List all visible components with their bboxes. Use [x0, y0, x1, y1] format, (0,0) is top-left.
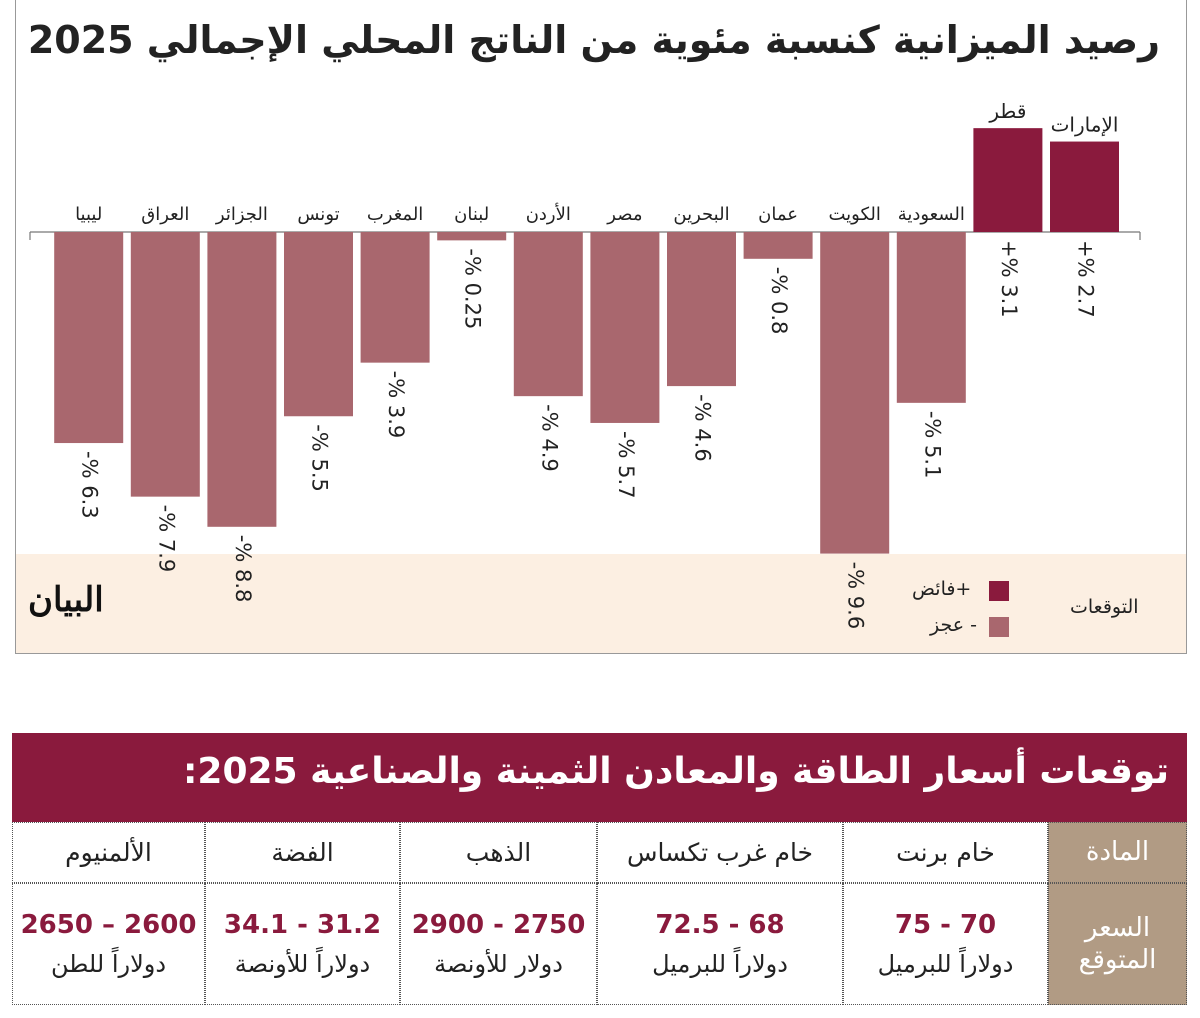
legend-swatch-deficit	[989, 617, 1009, 637]
price-cell: 34.1 - 31.2 دولاراً للأونصة	[205, 883, 400, 1005]
legend-label-surplus: +فائض	[912, 578, 972, 600]
bar-2	[896, 232, 966, 403]
bar-6	[590, 232, 660, 423]
column-header: الذهب	[400, 822, 597, 883]
value-label: -% 5.5	[308, 424, 332, 492]
chart-panel	[15, 0, 1187, 654]
bar-8	[437, 232, 507, 241]
price-unit: دولاراً للأونصة	[234, 950, 371, 978]
column-header: خام برنت	[843, 822, 1048, 883]
row-header-price: السعر المتوقع	[1048, 883, 1187, 1005]
value-label: -% 6.3	[78, 451, 102, 519]
category-label: الإمارات	[1051, 113, 1119, 137]
table-title: توقعات أسعار الطاقة والمعادن الثمينة وال…	[12, 733, 1187, 822]
value-label: -% 9.6	[844, 562, 868, 630]
value-label: +% 2.7	[1074, 240, 1098, 318]
value-label: -% 4.9	[537, 404, 561, 472]
value-label: -% 5.7	[614, 431, 638, 499]
category-label: مصر	[606, 204, 642, 225]
category-label: قطر	[988, 99, 1026, 123]
price-unit: دولاراً للطن	[50, 950, 167, 978]
price-unit: دولاراً للبرميل	[877, 950, 1014, 978]
bar-9	[360, 232, 430, 363]
price-cell: 75 - 70 دولاراً للبرميل	[843, 883, 1048, 1005]
price-range: 75 - 70	[894, 910, 997, 940]
bar-10	[284, 232, 353, 417]
bar-7	[513, 232, 583, 397]
price-range: 72.5 - 68	[655, 910, 785, 940]
value-label: -% 7.9	[154, 505, 178, 573]
price-range: 2650 – 2600	[20, 910, 197, 940]
price-range: 2900 - 2750	[411, 910, 586, 940]
material-name: الألمنيوم	[65, 838, 152, 867]
price-range: 34.1 - 31.2	[223, 910, 382, 940]
column-header: خام غرب تكساس	[597, 822, 843, 883]
value-label: -% 0.25	[461, 248, 485, 329]
category-label: البحرين	[673, 204, 729, 225]
value-label: -% 4.6	[691, 394, 715, 462]
category-label: الأردن	[526, 203, 571, 225]
price-cell: 2900 - 2750 دولار للأونصة	[400, 883, 597, 1005]
category-label: السعودية	[898, 204, 965, 225]
bar-13	[54, 232, 124, 444]
bar-4	[743, 232, 813, 259]
category-label: لبنان	[454, 204, 489, 225]
value-label: +% 3.1	[997, 240, 1021, 318]
value-label: -% 8.8	[231, 535, 255, 603]
category-label: ليبيا	[75, 204, 102, 225]
legend-title: التوقعات	[1070, 596, 1139, 618]
bar-1	[973, 128, 1043, 232]
bar-chart: الإمارات +% 2.7 قطر +% 3.1 السعودية -% 5.1 الك…	[29, 99, 1141, 630]
price-unit: دولاراً للبرميل	[652, 950, 788, 978]
material-name: خام برنت	[896, 838, 995, 867]
column-header: الفضة	[205, 822, 400, 883]
category-label: المغرب	[367, 204, 423, 225]
value-label: -% 3.9	[384, 371, 408, 439]
legend-label-deficit: - عجز	[930, 614, 977, 636]
category-label: الجزائر	[215, 204, 268, 225]
category-label: تونس	[297, 204, 339, 225]
bar-11	[207, 232, 277, 527]
price-cell: 72.5 - 68 دولاراً للبرميل	[597, 883, 843, 1005]
value-label: -% 0.8	[767, 267, 791, 335]
bar-5	[667, 232, 736, 387]
material-name: خام غرب تكساس	[626, 838, 814, 867]
bar-0	[1050, 141, 1119, 232]
chart-title: رصيد الميزانية كنسبة مئوية من الناتج الم…	[27, 18, 1160, 62]
column-header: الألمنيوم	[12, 822, 205, 883]
row-header-material: المادة	[1048, 822, 1187, 883]
bar-3	[820, 232, 890, 554]
price-unit: دولار للأونصة	[434, 950, 563, 978]
legend-swatch-surplus	[989, 581, 1009, 601]
category-label: الكويت	[828, 204, 880, 225]
category-label: عمان	[758, 204, 798, 225]
value-label: -% 5.1	[920, 411, 944, 479]
price-cell: 2650 – 2600 دولاراً للطن	[12, 883, 205, 1005]
material-name: الذهب	[465, 838, 532, 867]
albayan-logo: البيان	[28, 580, 104, 620]
material-name: الفضة	[271, 838, 334, 867]
category-label: العراق	[141, 204, 189, 225]
bar-12	[130, 232, 200, 497]
